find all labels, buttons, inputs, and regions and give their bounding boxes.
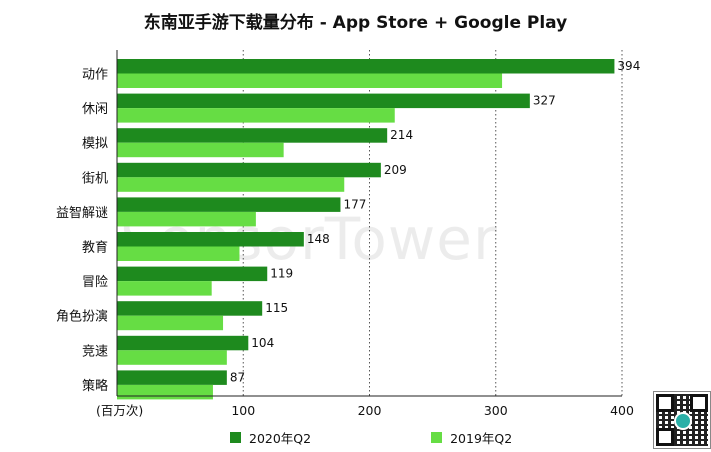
qr-eye-icon xyxy=(656,428,674,446)
bar-2020 xyxy=(117,370,227,385)
value-label: 87 xyxy=(230,370,245,384)
legend-label-2019: 2019年Q2 xyxy=(450,430,513,446)
category-label: 动作 xyxy=(82,68,108,83)
bar-2019 xyxy=(117,246,240,261)
x-tick-label: 200 xyxy=(358,403,382,418)
x-tick-label: 300 xyxy=(484,403,508,418)
legend-swatch-2020 xyxy=(230,431,241,443)
qr-code-icon xyxy=(654,392,710,448)
value-label: 209 xyxy=(384,163,407,177)
bar-2019 xyxy=(117,350,227,365)
qr-eye-icon xyxy=(656,394,674,412)
bar-2019 xyxy=(117,142,284,158)
category-label: 竞速 xyxy=(82,343,108,359)
category-label: 角色扮演 xyxy=(56,309,108,325)
bar-2020 xyxy=(117,93,530,109)
legend-item-2019: 2019年Q2 xyxy=(431,428,512,447)
legend-swatch-2019 xyxy=(431,431,443,443)
value-label: 214 xyxy=(390,128,413,142)
value-label: 119 xyxy=(270,267,293,281)
bar-2020 xyxy=(117,197,341,212)
bar-2020 xyxy=(117,335,249,351)
value-label: 104 xyxy=(251,336,274,350)
bar-2019 xyxy=(117,281,212,296)
bar-2019 xyxy=(117,211,256,227)
chart-title: 东南亚手游下载量分布 - App Store + Google Play xyxy=(143,13,568,33)
bar-2019 xyxy=(117,177,345,192)
category-label: 教育 xyxy=(82,240,108,256)
bar-2020 xyxy=(117,59,615,74)
bar-2020 xyxy=(117,128,388,143)
legend: 2020年Q2 2019年Q2 xyxy=(230,428,632,446)
category-label: 冒险 xyxy=(82,275,108,290)
x-tick-label: 100 xyxy=(231,403,255,418)
value-label: 177 xyxy=(343,197,366,211)
x-tick-label: 400 xyxy=(610,403,634,418)
value-label: 148 xyxy=(307,232,330,246)
value-label: 115 xyxy=(265,301,288,315)
category-label: 街机 xyxy=(82,171,108,186)
bar-2019 xyxy=(117,108,395,123)
bar-2020 xyxy=(117,232,304,247)
qr-eye-icon xyxy=(690,394,708,412)
bar-2020 xyxy=(117,301,263,316)
bar-2020 xyxy=(117,266,268,282)
bar-2019 xyxy=(117,315,224,331)
value-label: 327 xyxy=(533,94,556,108)
legend-item-2020: 2020年Q2 xyxy=(230,428,311,447)
qr-logo-icon xyxy=(674,412,692,430)
category-label: 休闲 xyxy=(82,102,108,117)
bar-2019 xyxy=(117,384,213,400)
bar-2019 xyxy=(117,73,503,88)
category-label: 模拟 xyxy=(82,137,108,152)
unit-label: (百万次) xyxy=(96,403,143,418)
legend-label-2020: 2020年Q2 xyxy=(249,430,312,446)
bar-2020 xyxy=(117,162,381,178)
category-label: 策略 xyxy=(82,378,108,394)
value-label: 394 xyxy=(617,59,640,73)
category-label: 益智解谜 xyxy=(56,206,108,221)
